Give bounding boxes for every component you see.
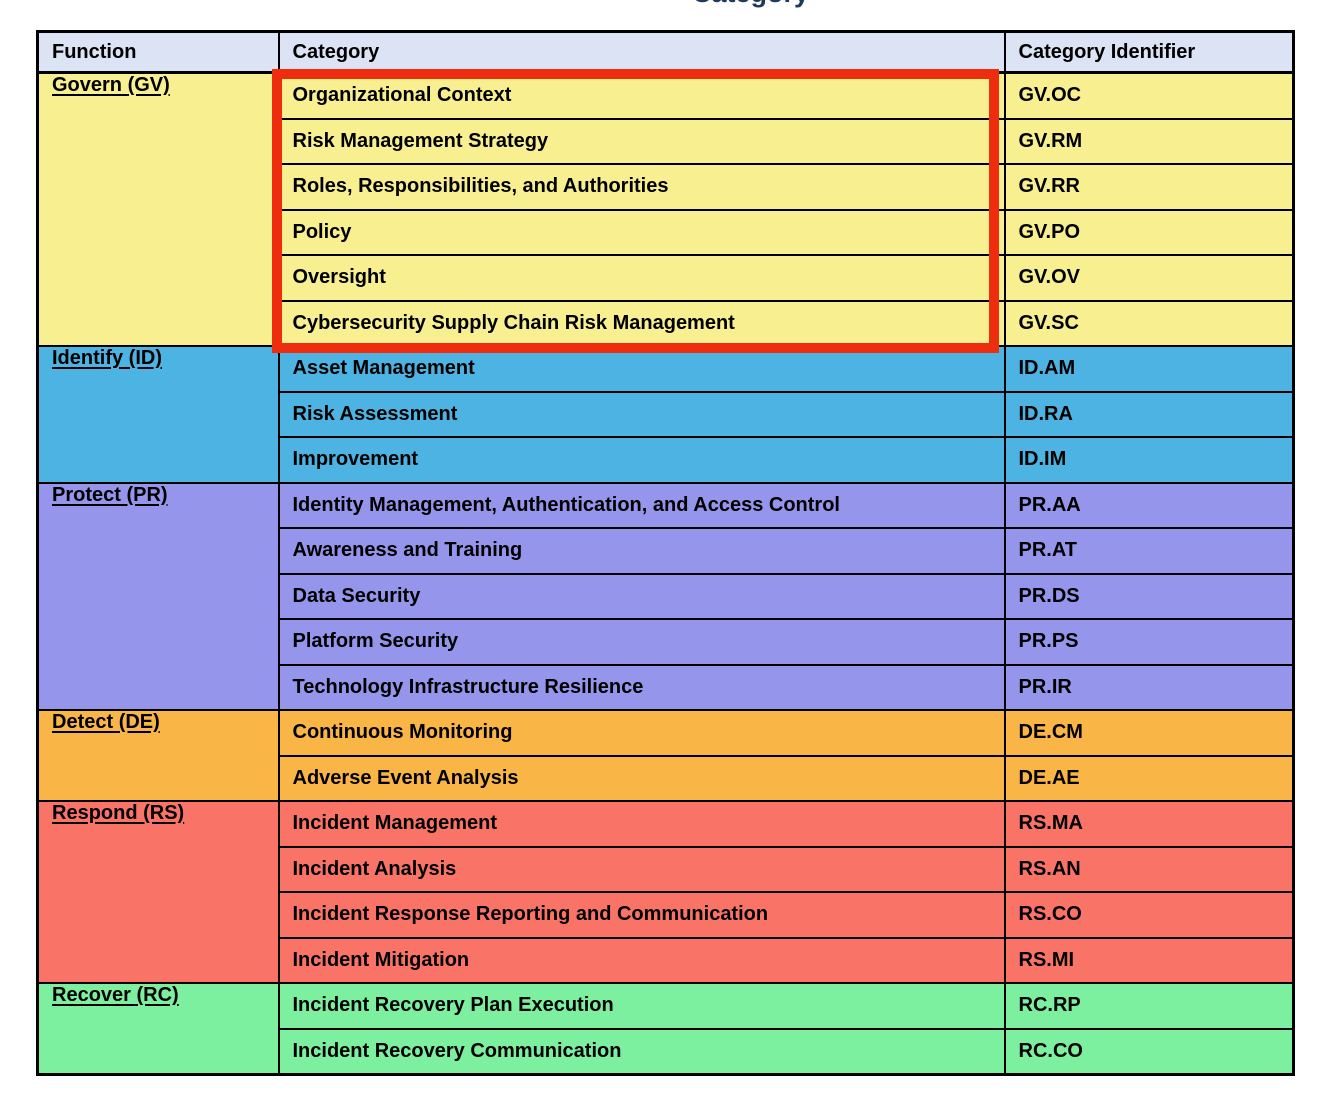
table-row: Policy GV.PO (38, 208, 1295, 256)
table-row: Incident Response Reporting and Communic… (38, 891, 1295, 939)
category-cell: Incident Mitigation (277, 936, 1006, 984)
table-row: Identify (ID) Asset Management ID.AM (36, 345, 1295, 484)
table-row: Detect (DE) Continuous Monitoring DE.CM (36, 709, 1295, 802)
function-label: Detect (DE) (52, 711, 160, 733)
category-cell: Identity Management, Authentication, and… (277, 481, 1006, 529)
column-header-function: Function (36, 30, 280, 74)
table-row: Protect (PR) Identity Management, Authent… (36, 481, 1295, 711)
identifier-cell: ID.RA (1003, 390, 1295, 438)
category-cell: Data Security (277, 572, 1006, 620)
function-cell: Protect (PR) (36, 481, 280, 711)
function-cell: Identify (ID) (36, 345, 280, 484)
category-cell: Continuous Monitoring (277, 709, 1006, 757)
table-row: Risk Assessment ID.RA (38, 390, 1295, 438)
table-row: Awareness and Training PR.AT (38, 527, 1295, 575)
category-cell: Improvement (277, 436, 1006, 484)
identifier-cell: GV.RR (1003, 163, 1295, 211)
table-row: Risk Management Strategy GV.RM (38, 117, 1295, 165)
identifier-cell: GV.SC (1003, 299, 1295, 347)
category-cell: Oversight (277, 254, 1006, 302)
category-cell: Roles, Responsibilities, and Authorities (277, 163, 1006, 211)
function-label: Respond (RS) (52, 802, 185, 824)
table-row: Oversight GV.OV (38, 254, 1295, 302)
function-label: Protect (PR) (52, 483, 168, 506)
identifier-cell: RC.CO (1003, 1027, 1295, 1076)
column-header-category: Category (277, 30, 1006, 74)
table-header-row: Function Category Category Identifier (36, 30, 1295, 74)
table-row: Data Security PR.DS (38, 572, 1295, 620)
category-cell: Awareness and Training (277, 527, 1006, 575)
table-row: Cybersecurity Supply Chain Risk Manageme… (38, 299, 1295, 347)
table-row: Platform Security PR.PS (38, 618, 1295, 666)
category-cell: Adverse Event Analysis (277, 754, 1006, 802)
table-row: Improvement ID.IM (38, 436, 1295, 484)
table-row: Technology Infrastructure Resilience PR.I… (38, 663, 1295, 711)
clipped-page-title-text: Category (692, 0, 809, 9)
identifier-cell: RC.RP (1003, 982, 1295, 1030)
category-cell: Incident Management (277, 800, 1006, 848)
table-row: Incident Recovery Communication RC.CO (38, 1027, 1295, 1076)
identifier-cell: GV.OV (1003, 254, 1295, 302)
function-cell: Detect (DE) (36, 709, 280, 802)
table-row: Recover (RC) Incident Recovery Plan Execu… (36, 982, 1295, 1076)
category-cell: Technology Infrastructure Resilience (277, 663, 1006, 711)
identifier-cell: DE.AE (1003, 754, 1295, 802)
identifier-cell: RS.CO (1003, 891, 1295, 939)
table-row: Adverse Event Analysis DE.AE (38, 754, 1295, 802)
clipped-page-title: Category (0, 0, 1338, 10)
identifier-cell: GV.RM (1003, 117, 1295, 165)
identifier-cell: RS.AN (1003, 845, 1295, 893)
column-header-category-identifier: Category Identifier (1003, 30, 1295, 74)
identifier-cell: PR.PS (1003, 618, 1295, 666)
function-cell: Recover (RC) (36, 982, 280, 1076)
category-cell: Cybersecurity Supply Chain Risk Manageme… (277, 299, 1006, 347)
identifier-cell: PR.AT (1003, 527, 1295, 575)
table-row: Roles, Responsibilities, and Authorities… (38, 163, 1295, 211)
category-cell: Incident Recovery Plan Execution (277, 982, 1006, 1030)
category-cell: Risk Management Strategy (277, 117, 1006, 165)
function-label: Govern (GV) (52, 74, 170, 96)
identifier-cell: RS.MA (1003, 800, 1295, 848)
identifier-cell: ID.AM (1003, 345, 1295, 393)
category-cell: Asset Management (277, 345, 1006, 393)
identifier-cell: PR.DS (1003, 572, 1295, 620)
identifier-cell: DE.CM (1003, 709, 1295, 757)
category-cell: Incident Response Reporting and Communic… (277, 891, 1006, 939)
table-row: Govern (GV) Organizational Context GV.OC (36, 71, 1295, 347)
identifier-cell: GV.PO (1003, 208, 1295, 256)
table-row: Incident Analysis RS.AN (38, 845, 1295, 893)
table-row: Respond (RS) Incident Management RS.MA (36, 800, 1295, 984)
category-cell: Risk Assessment (277, 390, 1006, 438)
identifier-cell: PR.AA (1003, 481, 1295, 529)
function-cell: Respond (RS) (36, 800, 280, 984)
category-cell: Incident Analysis (277, 845, 1006, 893)
function-label: Identify (ID) (52, 347, 162, 369)
category-cell: Platform Security (277, 618, 1006, 666)
category-cell: Organizational Context (277, 71, 1006, 120)
function-cell: Govern (GV) (36, 71, 280, 347)
category-cell: Policy (277, 208, 1006, 256)
identifier-cell: RS.MI (1003, 936, 1295, 984)
table-row: Incident Mitigation RS.MI (38, 936, 1295, 984)
identifier-cell: PR.IR (1003, 663, 1295, 711)
csf-functions-categories-table: Function Category Category Identifier Go… (36, 30, 1295, 1076)
category-cell: Incident Recovery Communication (277, 1027, 1006, 1076)
identifier-cell: ID.IM (1003, 436, 1295, 484)
identifier-cell: GV.OC (1003, 71, 1295, 120)
function-label: Recover (RC) (52, 984, 179, 1006)
